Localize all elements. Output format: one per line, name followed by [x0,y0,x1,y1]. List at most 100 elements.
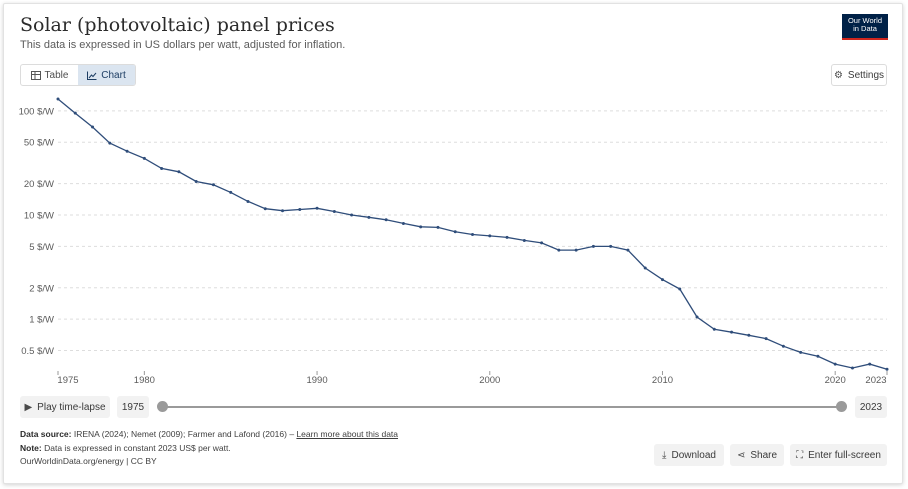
data-point [125,149,129,153]
data-point [263,207,267,211]
timeline-end-handle[interactable] [836,401,847,412]
data-point [730,330,734,334]
data-point [436,225,440,229]
data-point [229,190,233,194]
y-tick-label: 0.5 $/W [21,346,54,357]
x-tick-label: 2000 [479,375,500,386]
y-tick-label: 10 $/W [24,211,54,222]
data-point [401,221,405,225]
data-point [281,209,285,213]
fullscreen-button[interactable]: ⛶ Enter full-screen [790,444,887,466]
data-point [850,366,854,370]
data-point [108,141,112,145]
fullscreen-label: Enter full-screen [808,449,881,461]
logo-line-1: Our World [847,16,883,25]
start-year-label: 1975 [117,396,149,418]
data-source-line: Data source: IRENA (2024); Nemet (2009);… [20,429,398,439]
data-point [177,170,181,174]
download-label: Download [671,449,716,461]
x-tick-label: 2023 [865,375,886,386]
data-point [643,266,647,270]
owid-logo[interactable]: Our World in Data [842,14,888,40]
chart-card [3,3,903,484]
data-point [367,215,371,219]
data-point [540,241,544,245]
data-point [419,225,423,229]
data-point [160,166,164,170]
end-year-label: 2023 [855,396,887,418]
y-tick-label: 20 $/W [24,179,54,190]
data-point [56,97,60,101]
data-point [591,244,595,248]
data-point [868,362,872,366]
data-point [194,179,198,183]
tab-chart-label: Chart [101,69,126,81]
data-point [712,327,716,331]
logo-line-2: in Data [853,24,877,33]
data-point [695,315,699,319]
data-point [660,278,664,282]
y-tick-label: 100 $/W [19,106,54,117]
data-point [557,248,561,252]
tab-chart[interactable]: Chart [78,65,135,85]
data-point [73,111,77,115]
gear-icon: ⚙ [833,69,843,81]
data-point [350,213,354,217]
data-point [799,350,803,354]
data-point [626,248,630,252]
download-icon: ⤓ [662,449,667,461]
tab-table[interactable]: Table [21,65,78,85]
credit-line: OurWorldinData.org/energy | CC BY [20,456,157,466]
x-tick-label: 1975 [57,375,78,386]
data-point [142,156,146,160]
source-label: Data source: [20,429,72,439]
data-point [471,233,474,236]
page-title: Solar (photovoltaic) panel prices [20,14,335,36]
data-point [609,244,613,248]
settings-label: Settings [847,69,885,81]
data-point [885,367,889,371]
data-point [488,234,492,238]
data-point [747,333,751,337]
data-point [781,344,785,348]
expand-icon: ⛶ [796,449,804,461]
note-line: Note: Data is expressed in constant 2023… [20,443,231,453]
note-label: Note: [20,443,42,453]
y-tick-label: 1 $/W [29,315,54,326]
timeline-slider[interactable] [162,406,842,408]
data-point [315,206,319,210]
share-label: Share [750,449,778,461]
data-point [298,207,302,211]
x-tick-label: 1990 [306,375,327,386]
source-text: IRENA (2024); Nemet (2009); Farmer and L… [73,429,295,439]
data-point [522,238,526,242]
x-tick-label: 2020 [825,375,846,386]
data-point [816,354,820,358]
share-button[interactable]: ⋖ Share [730,444,784,466]
view-tabs: Table Chart [20,64,136,86]
data-point [246,199,250,203]
data-point [211,183,215,187]
data-point [764,337,768,341]
x-tick-label: 1980 [134,375,155,386]
data-point [453,230,457,234]
play-timelapse-button[interactable]: ▶ Play time-lapse [20,396,110,418]
download-button[interactable]: ⤓ Download [654,444,724,466]
line-chart-icon [87,71,97,80]
chart-subtitle: This data is expressed in US dollars per… [20,39,346,51]
play-label: Play time-lapse [37,401,106,413]
line-chart: 100 $/W 50 $/W 20 $/W 10 $/W 5 $/W 2 $/W 1 $/W… [19,97,889,386]
data-point [678,287,682,291]
tab-table-label: Table [44,69,69,81]
table-icon [30,70,41,80]
data-point [833,362,837,366]
y-tick-label: 50 $/W [24,138,54,149]
timeline-start-handle[interactable] [157,401,168,412]
share-icon: ⋖ [736,449,746,461]
play-icon: ▶ [24,401,33,413]
learn-more-link[interactable]: Learn more about this data [296,429,399,439]
data-point [91,125,95,129]
data-point [332,210,336,214]
settings-button[interactable]: ⚙ Settings [831,64,887,86]
x-tick-label: 2010 [652,375,673,386]
